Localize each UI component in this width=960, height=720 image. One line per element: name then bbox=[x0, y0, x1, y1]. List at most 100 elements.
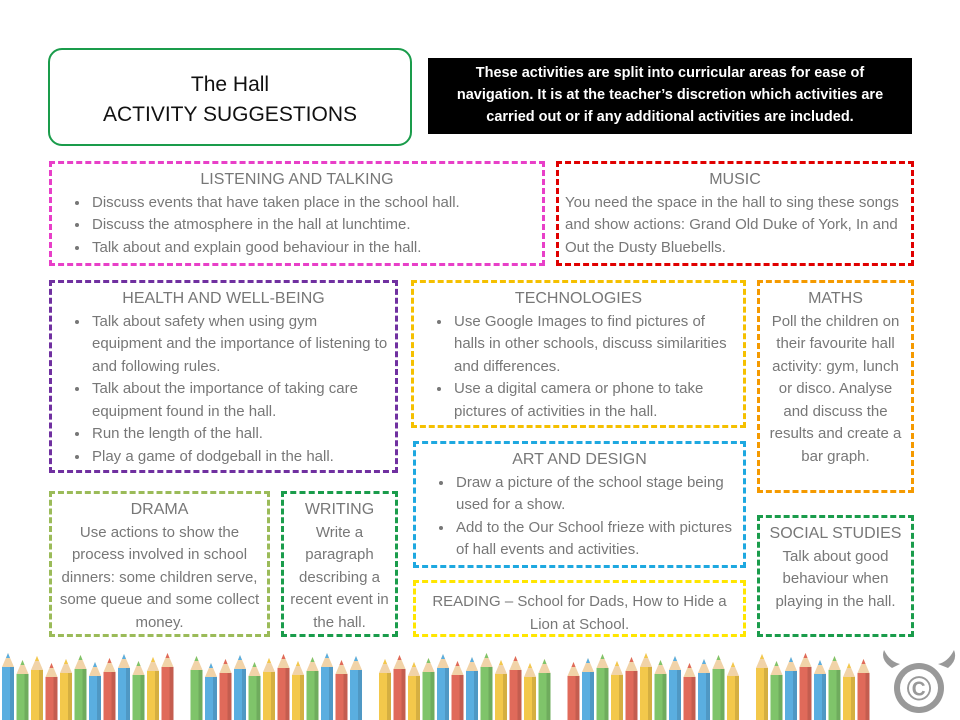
pencil bbox=[625, 657, 638, 720]
pencil-lead bbox=[832, 656, 837, 661]
pencil bbox=[770, 661, 783, 720]
pencil-tip bbox=[640, 653, 652, 667]
pencil-lead bbox=[397, 655, 402, 660]
pencil-tip bbox=[263, 658, 275, 672]
pencil-body bbox=[466, 671, 478, 720]
pencil-tip bbox=[292, 661, 304, 675]
pencil-tip bbox=[74, 655, 87, 669]
pencil bbox=[161, 653, 174, 720]
bullet-item: Add to the Our School frieze with pictur… bbox=[454, 517, 737, 562]
pencil bbox=[89, 662, 101, 720]
pencil-tip bbox=[669, 656, 681, 670]
pencil-lead bbox=[252, 662, 257, 667]
pencil-tip bbox=[89, 662, 101, 676]
pencil-lead bbox=[673, 656, 677, 661]
pencil-lead bbox=[151, 657, 155, 662]
logo: © bbox=[883, 650, 956, 713]
pencil-tip bbox=[495, 660, 507, 674]
pencil-lead bbox=[383, 659, 387, 664]
pencil-body bbox=[118, 668, 130, 720]
pencil-lead bbox=[803, 653, 808, 658]
pencil-lead bbox=[470, 657, 474, 662]
pencil-body bbox=[205, 677, 217, 720]
pencil-tip bbox=[698, 659, 710, 673]
bullet-list: Use Google Images to find pictures of ha… bbox=[420, 311, 737, 424]
pencil-body bbox=[89, 676, 101, 720]
pencil-tip bbox=[857, 659, 870, 673]
section-title: LISTENING AND TALKING bbox=[200, 171, 394, 188]
pencil-lead bbox=[6, 653, 10, 658]
pencil-shade bbox=[213, 677, 217, 720]
pencil-body bbox=[248, 676, 261, 720]
pencil bbox=[814, 660, 826, 720]
pencil-tip bbox=[132, 661, 145, 675]
pencil-lead bbox=[731, 662, 735, 667]
pencil-body bbox=[16, 674, 29, 720]
pencil-lead bbox=[513, 656, 518, 661]
pencil bbox=[132, 661, 145, 720]
pencil-body bbox=[625, 671, 638, 720]
pencil bbox=[379, 659, 391, 720]
section-box: SOCIAL STUDIES Talk about good behaviour … bbox=[757, 515, 914, 637]
pencil-tip bbox=[161, 653, 174, 667]
pencil bbox=[16, 660, 29, 720]
pencil-lead bbox=[615, 661, 619, 666]
pencil-shade bbox=[97, 676, 101, 720]
pencil-lead bbox=[818, 660, 822, 665]
pencil-tip bbox=[422, 658, 435, 672]
pencil-shade bbox=[285, 668, 290, 720]
pencil-tip bbox=[843, 663, 855, 677]
pencil-shade bbox=[865, 673, 870, 720]
pencil-tip bbox=[727, 662, 739, 676]
pencil-body bbox=[132, 675, 145, 720]
pencil bbox=[538, 659, 551, 720]
pencil-body bbox=[393, 669, 406, 720]
pencil-lead bbox=[325, 653, 329, 658]
pencil-body bbox=[321, 667, 333, 720]
pencil-tip bbox=[437, 654, 449, 668]
pencil bbox=[393, 655, 406, 720]
pencil-tip bbox=[60, 659, 72, 673]
pencil-lead bbox=[528, 663, 532, 668]
bullet-item: Discuss events that have taken place in … bbox=[90, 192, 536, 215]
section-title: READING bbox=[432, 593, 501, 610]
pencil-tip bbox=[103, 658, 116, 672]
pencil-lead bbox=[122, 654, 126, 659]
pencil-body bbox=[509, 670, 522, 720]
pencil bbox=[408, 662, 420, 720]
pencil-lead bbox=[658, 660, 663, 665]
pencil-tip bbox=[596, 654, 609, 668]
pencil-shade bbox=[242, 669, 246, 720]
pencil-tip bbox=[219, 659, 232, 673]
pencil-lead bbox=[194, 656, 199, 661]
pencil-shade bbox=[445, 668, 449, 720]
pencil-tip bbox=[683, 663, 696, 677]
pencil-shade bbox=[459, 675, 464, 720]
pencil bbox=[2, 653, 14, 720]
section-title: DRAMA bbox=[130, 501, 189, 518]
pencil-tip bbox=[451, 661, 464, 675]
pencil bbox=[683, 663, 696, 720]
pencil-tip bbox=[770, 661, 783, 675]
pencil-shade bbox=[198, 670, 203, 720]
pencil-lead bbox=[20, 660, 25, 665]
pencil-shade bbox=[300, 675, 304, 720]
section-title: TECHNOLOGIES bbox=[514, 290, 643, 307]
pencil-shade bbox=[648, 667, 652, 720]
pencil-body bbox=[190, 670, 203, 720]
pencil-shade bbox=[836, 670, 841, 720]
pencil-shade bbox=[474, 671, 478, 720]
pencil-lead bbox=[426, 658, 431, 663]
pencil-shade bbox=[271, 672, 275, 720]
pencil-body bbox=[45, 677, 58, 720]
pencil-tip bbox=[712, 655, 725, 669]
pencil-body bbox=[567, 676, 580, 720]
pencil-shade bbox=[10, 667, 14, 720]
pencil-tip bbox=[524, 663, 536, 677]
section-title: WRITING bbox=[304, 501, 375, 518]
pencil-shade bbox=[503, 674, 507, 720]
pencil-tip bbox=[2, 653, 14, 667]
pencil bbox=[611, 661, 623, 720]
pencil bbox=[190, 656, 203, 720]
pencil-tip bbox=[611, 661, 623, 675]
